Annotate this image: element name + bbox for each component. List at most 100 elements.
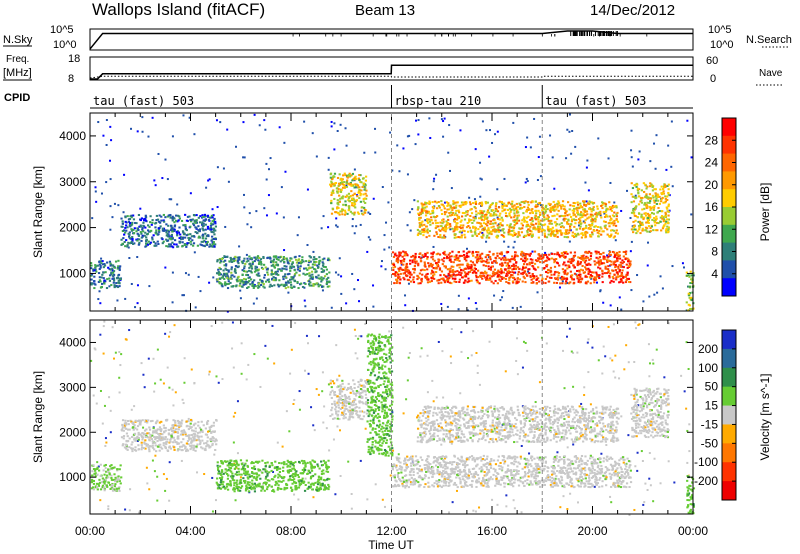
heatmap-cell [402, 263, 405, 266]
heatmap-cell [560, 214, 563, 217]
heatmap-cell [560, 275, 564, 278]
heatmap-cell [458, 281, 461, 284]
heatmap-cell [290, 278, 293, 281]
heatmap-cell [538, 225, 542, 228]
heatmap-cell [524, 266, 528, 269]
heatmap-cell [96, 466, 99, 469]
heatmap-cell [589, 227, 592, 230]
heatmap-cell [540, 279, 544, 282]
heatmap-cell [112, 273, 116, 276]
heatmap-cell [417, 212, 420, 215]
heatmap-cell [94, 469, 97, 472]
heatmap-cell [524, 146, 527, 149]
heatmap-cell [631, 209, 635, 212]
heatmap-cell [616, 220, 620, 223]
heatmap-cell [136, 239, 139, 242]
heatmap-cell [565, 273, 569, 276]
heatmap-cell [202, 219, 205, 222]
heatmap-cell [531, 233, 534, 236]
heatmap-cell [416, 234, 420, 237]
heatmap-cell [264, 128, 267, 131]
heatmap-cell [356, 357, 359, 360]
heatmap-cell [655, 215, 658, 218]
heatmap-cell [573, 266, 576, 269]
heatmap-cell [119, 464, 122, 467]
heatmap-cell [517, 280, 520, 283]
heatmap-cell [99, 463, 102, 466]
heatmap-cell [351, 204, 354, 207]
heatmap-cell [194, 433, 197, 436]
heatmap-cell [580, 256, 584, 259]
heatmap-cell [458, 266, 461, 269]
heatmap-cell [656, 211, 660, 214]
heatmap-cell [356, 211, 360, 214]
heatmap-cell [279, 260, 282, 263]
heatmap-cell [545, 236, 549, 239]
heatmap-cell [197, 236, 200, 239]
heatmap-cell [516, 235, 519, 238]
heatmap-cell [520, 253, 523, 256]
heatmap-cell [231, 260, 234, 263]
heatmap-cell [308, 266, 311, 269]
heatmap-cell [340, 210, 343, 213]
heatmap-cell [277, 273, 280, 276]
heatmap-cell [108, 274, 112, 277]
heatmap-cell [486, 216, 489, 219]
heatmap-cell [486, 275, 489, 278]
heatmap-cell [537, 266, 540, 269]
heatmap-cell [217, 268, 220, 271]
heatmap-cell [564, 264, 567, 267]
heatmap-cell [432, 215, 436, 218]
heatmap-cell [411, 254, 415, 257]
heatmap-cell [480, 260, 483, 263]
heatmap-cell [467, 280, 470, 283]
heatmap-cell [648, 295, 651, 298]
heatmap-cell [270, 273, 273, 276]
heatmap-cell [562, 276, 565, 279]
heatmap-cell [647, 217, 650, 220]
heatmap-cell [487, 211, 491, 214]
heatmap-cell [428, 200, 431, 203]
heatmap-cell [272, 263, 275, 266]
heatmap-cell [323, 275, 327, 278]
heatmap-cell [526, 253, 529, 256]
heatmap-cell [485, 240, 488, 243]
heatmap-cell [445, 279, 448, 282]
heatmap-cell [290, 348, 293, 351]
heatmap-cell [551, 156, 554, 159]
heatmap-cell [502, 234, 505, 237]
heatmap-cell [322, 269, 325, 272]
heatmap-cell [584, 226, 587, 229]
heatmap-cell [438, 259, 441, 262]
heatmap-cell [557, 274, 560, 277]
heatmap-cell [463, 201, 466, 204]
heatmap-cell [173, 243, 176, 246]
heatmap-cell [565, 210, 568, 213]
heatmap-cell [113, 266, 117, 269]
heatmap-cell [609, 208, 612, 211]
heatmap-cell [133, 227, 136, 230]
heatmap-cell [505, 505, 508, 508]
heatmap-cell [667, 144, 670, 147]
heatmap-cell [176, 214, 180, 217]
heatmap-cell [539, 228, 542, 231]
heatmap-cell [443, 265, 446, 268]
heatmap-cell [219, 258, 222, 261]
heatmap-cell [444, 228, 448, 231]
heatmap-cell [522, 259, 525, 262]
heatmap-cell [685, 309, 688, 312]
heatmap-cell [464, 203, 467, 206]
heatmap-cell [210, 325, 213, 328]
heatmap-cell [317, 393, 320, 396]
heatmap-cell [470, 263, 473, 266]
heatmap-cell [213, 217, 216, 220]
heatmap-cell [185, 219, 189, 222]
heatmap-cell [141, 130, 144, 133]
heatmap-cell [146, 243, 150, 246]
heatmap-cell [174, 219, 178, 222]
heatmap-cell [480, 210, 483, 213]
heatmap-cell [636, 183, 639, 186]
heatmap-cell [455, 228, 458, 231]
heatmap-cell [148, 225, 151, 228]
heatmap-cell [114, 351, 117, 354]
